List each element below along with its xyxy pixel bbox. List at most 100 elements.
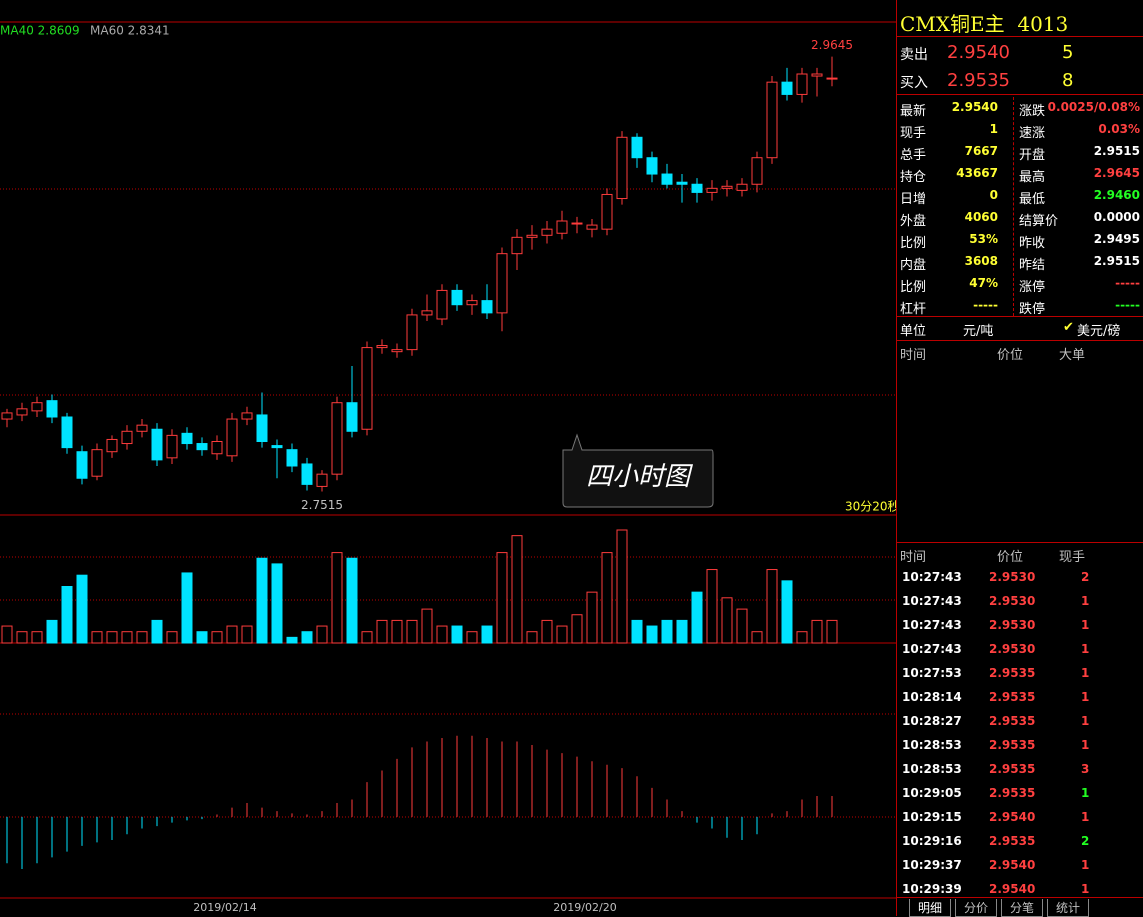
tick-row: 10:29:39 2.9540 1: [897, 880, 1143, 904]
volume-bar: [781, 580, 793, 644]
candle-body: [76, 451, 88, 479]
volume-bar: [16, 631, 28, 644]
volume-bar: [421, 608, 433, 644]
column-header: 价位: [997, 550, 1024, 565]
candle-body: [826, 77, 838, 80]
candle-body: [46, 400, 58, 418]
tab[interactable]: 分价: [955, 899, 997, 917]
tick-qty: 3: [1081, 762, 1090, 776]
stat-label: 涨停: [1019, 280, 1046, 295]
tab[interactable]: 明细: [909, 899, 951, 917]
tick-price: 2.9540: [989, 882, 1036, 896]
candle-body: [436, 289, 448, 320]
volume-bar: [271, 563, 283, 644]
stat-label: 内盘: [900, 258, 927, 273]
tick-row: 10:28:14 2.9535 1: [897, 688, 1143, 712]
volume-bar: [436, 625, 448, 644]
stat-label: 外盘: [900, 214, 927, 229]
candle-body: [706, 187, 718, 193]
tick-qty: 1: [1081, 738, 1090, 752]
volume-bar: [106, 631, 118, 644]
volume-bar: [691, 591, 703, 644]
stat-label: 最新: [900, 104, 927, 119]
tick-time: 10:28:14: [902, 690, 962, 704]
stat-value: 2.9540: [951, 100, 998, 114]
buy-label: 买入: [900, 75, 928, 91]
volume-bar: [811, 619, 823, 644]
candle-body: [466, 300, 478, 306]
volume-bar: [511, 535, 523, 644]
low-label: 2.7515: [301, 498, 343, 512]
candle-body: [136, 424, 148, 432]
tick-price: 2.9530: [989, 594, 1036, 608]
stat-value: 7667: [964, 144, 998, 158]
volume-bar: [241, 625, 253, 644]
tick-row: 10:28:53 2.9535 1: [897, 736, 1143, 760]
volume-bar: [376, 619, 388, 644]
candle-body: [316, 473, 328, 487]
tab[interactable]: 统计: [1047, 899, 1089, 917]
stat-value: 0.0025/0.08%: [1047, 100, 1140, 114]
candle-body: [91, 449, 103, 477]
candle-body: [376, 345, 388, 349]
candle-body: [61, 416, 73, 449]
volume-bar: [286, 636, 298, 644]
stat-value: 1: [989, 122, 998, 136]
stat-label: 涨跌: [1019, 104, 1046, 119]
candle-body: [646, 157, 658, 175]
unit-option[interactable]: 元/吨: [963, 324, 994, 339]
tick-qty: 2: [1081, 834, 1090, 848]
tick-row: 10:27:53 2.9535 1: [897, 664, 1143, 688]
tick-time: 10:27:43: [902, 570, 962, 584]
stat-row: 内盘 3608 昨结 2.9515: [897, 251, 1143, 273]
stat-row: 外盘 4060 结算价 0.0000: [897, 207, 1143, 229]
stat-value: 2.9460: [1093, 188, 1140, 202]
quote-panel: CMX铜E主 4013 卖出 2.9540 5 买入 2.9535 8 最新 2.9540…: [896, 0, 1143, 917]
stat-value: 0.03%: [1098, 122, 1140, 136]
candle-body: [241, 412, 253, 420]
tab[interactable]: 分笔: [1001, 899, 1043, 917]
candle-body: [496, 253, 508, 314]
volume-bar: [361, 631, 373, 644]
volume-bar: [451, 625, 463, 644]
volume-bar: [61, 586, 73, 644]
buy-price: 2.9535: [947, 70, 1010, 91]
stat-value: -----: [1115, 276, 1140, 290]
tick-price: 2.9535: [989, 666, 1036, 680]
tick-qty: 1: [1081, 666, 1090, 680]
stat-label: 总手: [900, 148, 927, 163]
stat-label: 跌停: [1019, 302, 1046, 317]
tick-time: 10:27:43: [902, 642, 962, 656]
volume-bar: [541, 619, 553, 644]
unit-label: 单位: [900, 324, 927, 339]
volume-bar: [736, 608, 748, 644]
candle-body: [511, 236, 523, 255]
high-label: 2.9645: [811, 38, 853, 52]
stat-label: 比例: [900, 236, 927, 251]
volume-bar: [151, 619, 163, 644]
stat-label: 速涨: [1019, 126, 1046, 141]
stat-label: 昨结: [1019, 258, 1046, 273]
volume-bar: [31, 631, 43, 644]
candle-body: [301, 463, 313, 485]
volume-bar: [331, 552, 343, 644]
volume-bar: [196, 631, 208, 644]
tick-qty: 2: [1081, 570, 1090, 584]
tick-time: 10:29:16: [902, 834, 962, 848]
stat-row: 持仓 43667 最高 2.9645: [897, 163, 1143, 185]
tick-price: 2.9530: [989, 570, 1036, 584]
candle-body: [676, 181, 688, 185]
candle-body: [766, 81, 778, 159]
stat-value: -----: [973, 298, 998, 312]
stat-value: 2.9515: [1093, 144, 1140, 158]
stat-label: 比例: [900, 280, 927, 295]
candle-body: [286, 449, 298, 467]
volume-bar: [721, 597, 733, 644]
stat-row: 最新 2.9540 涨跌 0.0025/0.08%: [897, 97, 1143, 119]
volume-bar: [466, 631, 478, 644]
unit-option[interactable]: 美元/磅: [1077, 324, 1121, 339]
x-tick-label: 2019/02/20: [553, 901, 616, 914]
countdown: 30分20秒: [845, 500, 896, 514]
volume-bar: [796, 631, 808, 644]
